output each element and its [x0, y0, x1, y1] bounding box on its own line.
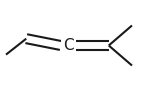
- Text: C: C: [63, 38, 74, 53]
